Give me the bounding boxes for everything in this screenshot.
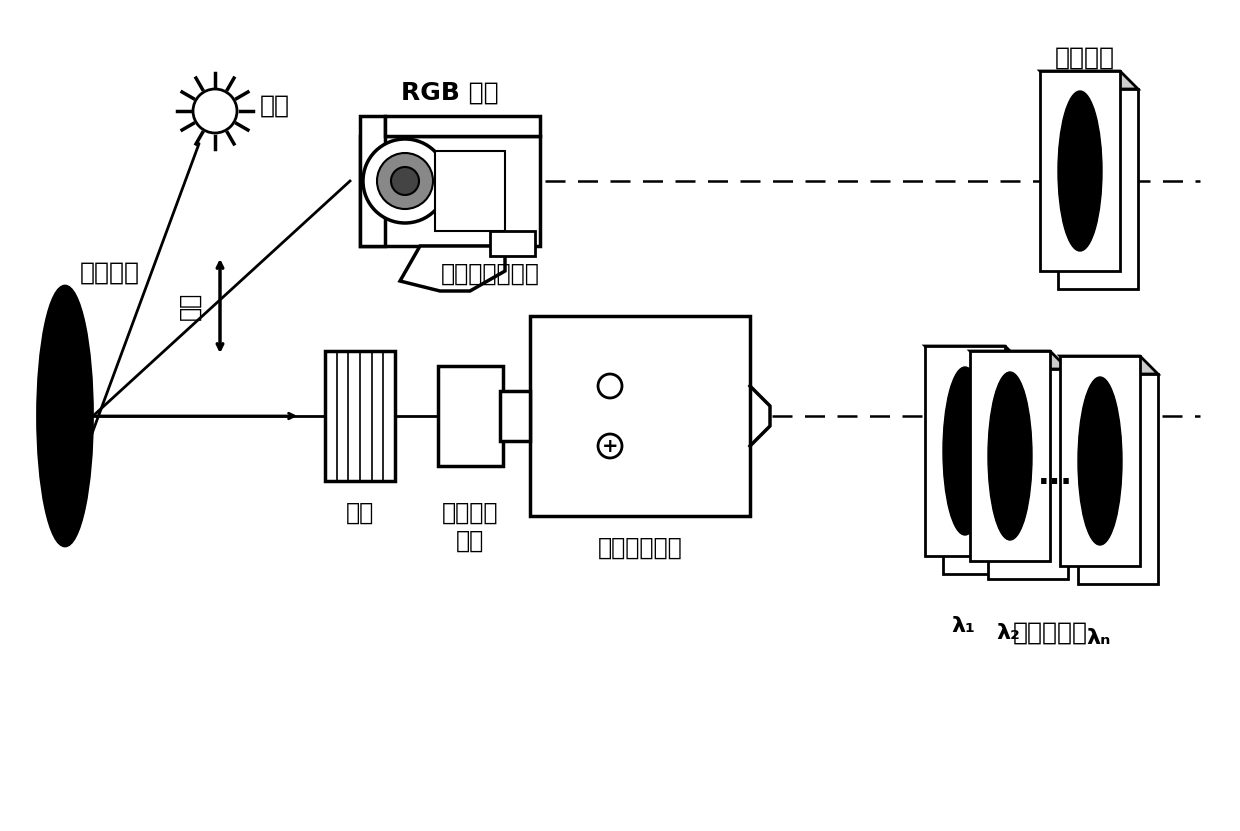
Bar [360,136,539,246]
Bar [490,231,534,256]
Text: 镜头: 镜头 [346,501,374,525]
Text: +: + [601,436,619,455]
Polygon shape [970,351,1068,369]
Bar [435,151,505,231]
Ellipse shape [1096,395,1140,563]
Ellipse shape [1006,390,1050,558]
Ellipse shape [1058,91,1102,251]
Circle shape [193,89,237,133]
Polygon shape [1040,71,1120,271]
Text: ...: ... [1038,461,1073,490]
Text: RGB 相机: RGB 相机 [402,81,498,105]
Text: 切换: 切换 [179,292,202,320]
Polygon shape [1060,356,1158,374]
Circle shape [391,167,419,195]
Text: λ₂: λ₂ [996,623,1021,643]
Polygon shape [925,346,1023,364]
Polygon shape [1058,89,1138,289]
Polygon shape [942,364,1023,574]
Polygon shape [401,246,505,291]
Bar [438,366,502,466]
Text: 光源: 光源 [260,94,290,118]
Bar [325,351,396,481]
Text: 彩色图像: 彩色图像 [1055,46,1115,70]
Polygon shape [1060,356,1140,566]
Text: λₙ: λₙ [1086,628,1110,648]
Bar [500,391,529,441]
Circle shape [598,434,622,458]
Text: 拍摄物体: 拍摄物体 [81,261,140,285]
Bar [360,116,384,246]
Bar [384,116,539,136]
Ellipse shape [942,367,987,535]
Ellipse shape [37,286,93,546]
Text: 多光谱成像装置: 多光谱成像装置 [440,262,539,286]
Circle shape [598,374,622,398]
Polygon shape [988,369,1068,579]
Circle shape [377,153,433,209]
Text: 可调谐滤
波器: 可调谐滤 波器 [441,501,498,553]
Circle shape [363,139,446,223]
Polygon shape [970,351,1050,561]
Ellipse shape [1078,377,1122,545]
Text: λ₁: λ₁ [951,616,975,636]
Ellipse shape [1076,109,1120,269]
Text: 多光谱图像: 多光谱图像 [1013,621,1087,645]
Ellipse shape [988,372,1032,540]
Polygon shape [1078,374,1158,584]
Polygon shape [1040,71,1138,89]
Ellipse shape [961,385,1004,553]
Bar [529,316,750,516]
Text: 工业单色相机: 工业单色相机 [598,536,682,560]
Polygon shape [925,346,1004,556]
